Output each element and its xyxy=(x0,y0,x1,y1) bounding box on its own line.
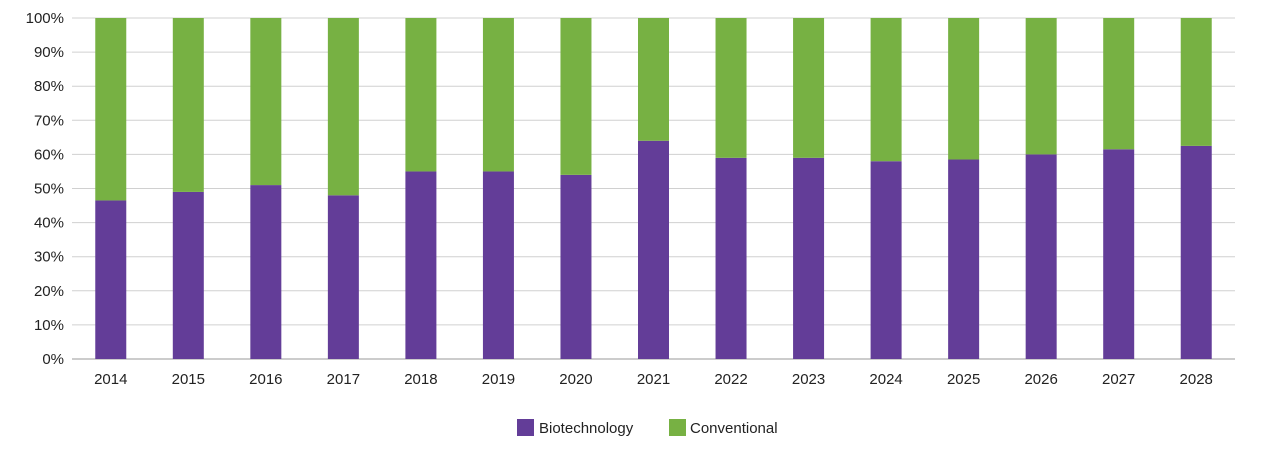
bar-biotechnology-2020 xyxy=(560,174,592,359)
x-tick-label: 2019 xyxy=(482,371,515,388)
bar-conventional-2019 xyxy=(482,18,514,172)
x-tick-label: 2023 xyxy=(792,371,825,388)
legend: Biotechnology Conventional xyxy=(517,419,778,437)
bar-conventional-2023 xyxy=(793,18,825,158)
x-tick-label: 2020 xyxy=(559,371,592,388)
legend-swatch-biotechnology xyxy=(517,419,534,436)
bar-conventional-2015 xyxy=(172,18,204,192)
bar-conventional-2028 xyxy=(1180,18,1212,146)
y-tick-label: 80% xyxy=(34,78,64,95)
x-axis-ticks: 2014 2015 2016 2017 2018 2019 2020 2021 2022 2023… xyxy=(94,371,1213,388)
y-tick-label: 90% xyxy=(34,44,64,61)
bar-conventional-2024 xyxy=(870,18,902,162)
bar-biotechnology-2016 xyxy=(250,185,282,359)
legend-label-biotechnology: Biotechnology xyxy=(539,420,634,437)
legend-label-conventional: Conventional xyxy=(690,420,778,437)
x-tick-label: 2026 xyxy=(1024,371,1057,388)
bar-conventional-2014 xyxy=(95,18,127,201)
bar-biotechnology-2022 xyxy=(715,157,747,359)
y-tick-label: 60% xyxy=(34,146,64,163)
y-tick-label: 0% xyxy=(42,351,64,368)
y-tick-label: 30% xyxy=(34,249,64,266)
bar-biotechnology-2017 xyxy=(327,195,359,359)
bar-biotechnology-2015 xyxy=(172,191,204,359)
x-tick-label: 2015 xyxy=(172,371,205,388)
x-tick-label: 2018 xyxy=(404,371,437,388)
bar-conventional-2021 xyxy=(638,18,669,141)
x-tick-label: 2028 xyxy=(1180,371,1213,388)
bar-conventional-2022 xyxy=(715,18,747,158)
legend-swatch-conventional xyxy=(669,419,686,436)
bar-conventional-2020 xyxy=(560,18,592,175)
bar-biotechnology-2026 xyxy=(1025,154,1057,359)
bar-conventional-2026 xyxy=(1025,18,1057,155)
x-tick-label: 2021 xyxy=(637,371,670,388)
bar-biotechnology-2028 xyxy=(1180,145,1212,359)
bar-conventional-2027 xyxy=(1103,18,1135,150)
bar-biotechnology-2023 xyxy=(793,157,825,359)
bar-conventional-2025 xyxy=(948,18,980,160)
bars xyxy=(95,18,1212,359)
y-tick-label: 70% xyxy=(34,112,64,129)
x-tick-label: 2016 xyxy=(249,371,282,388)
bar-biotechnology-2018 xyxy=(405,171,437,359)
bar-conventional-2017 xyxy=(327,18,359,196)
x-tick-label: 2014 xyxy=(94,371,127,388)
y-tick-label: 20% xyxy=(34,283,64,300)
x-tick-label: 2022 xyxy=(714,371,747,388)
bar-conventional-2016 xyxy=(250,18,282,186)
bar-biotechnology-2014 xyxy=(95,200,127,359)
x-tick-label: 2027 xyxy=(1102,371,1135,388)
y-tick-label: 50% xyxy=(34,181,64,198)
y-axis-ticks: 0% 10% 20% 30% 40% 50% 60% 70% 80% 90% 100% xyxy=(26,10,64,368)
bar-biotechnology-2021 xyxy=(638,140,669,359)
x-tick-label: 2024 xyxy=(869,371,902,388)
x-tick-label: 2025 xyxy=(947,371,980,388)
x-tick-label: 2017 xyxy=(327,371,360,388)
bar-conventional-2018 xyxy=(405,18,437,172)
y-tick-label: 100% xyxy=(26,10,64,27)
bar-biotechnology-2025 xyxy=(948,159,980,359)
bar-biotechnology-2027 xyxy=(1103,149,1135,359)
bar-biotechnology-2024 xyxy=(870,161,902,359)
y-tick-label: 10% xyxy=(34,317,64,334)
y-tick-label: 40% xyxy=(34,215,64,232)
bar-biotechnology-2019 xyxy=(482,171,514,359)
